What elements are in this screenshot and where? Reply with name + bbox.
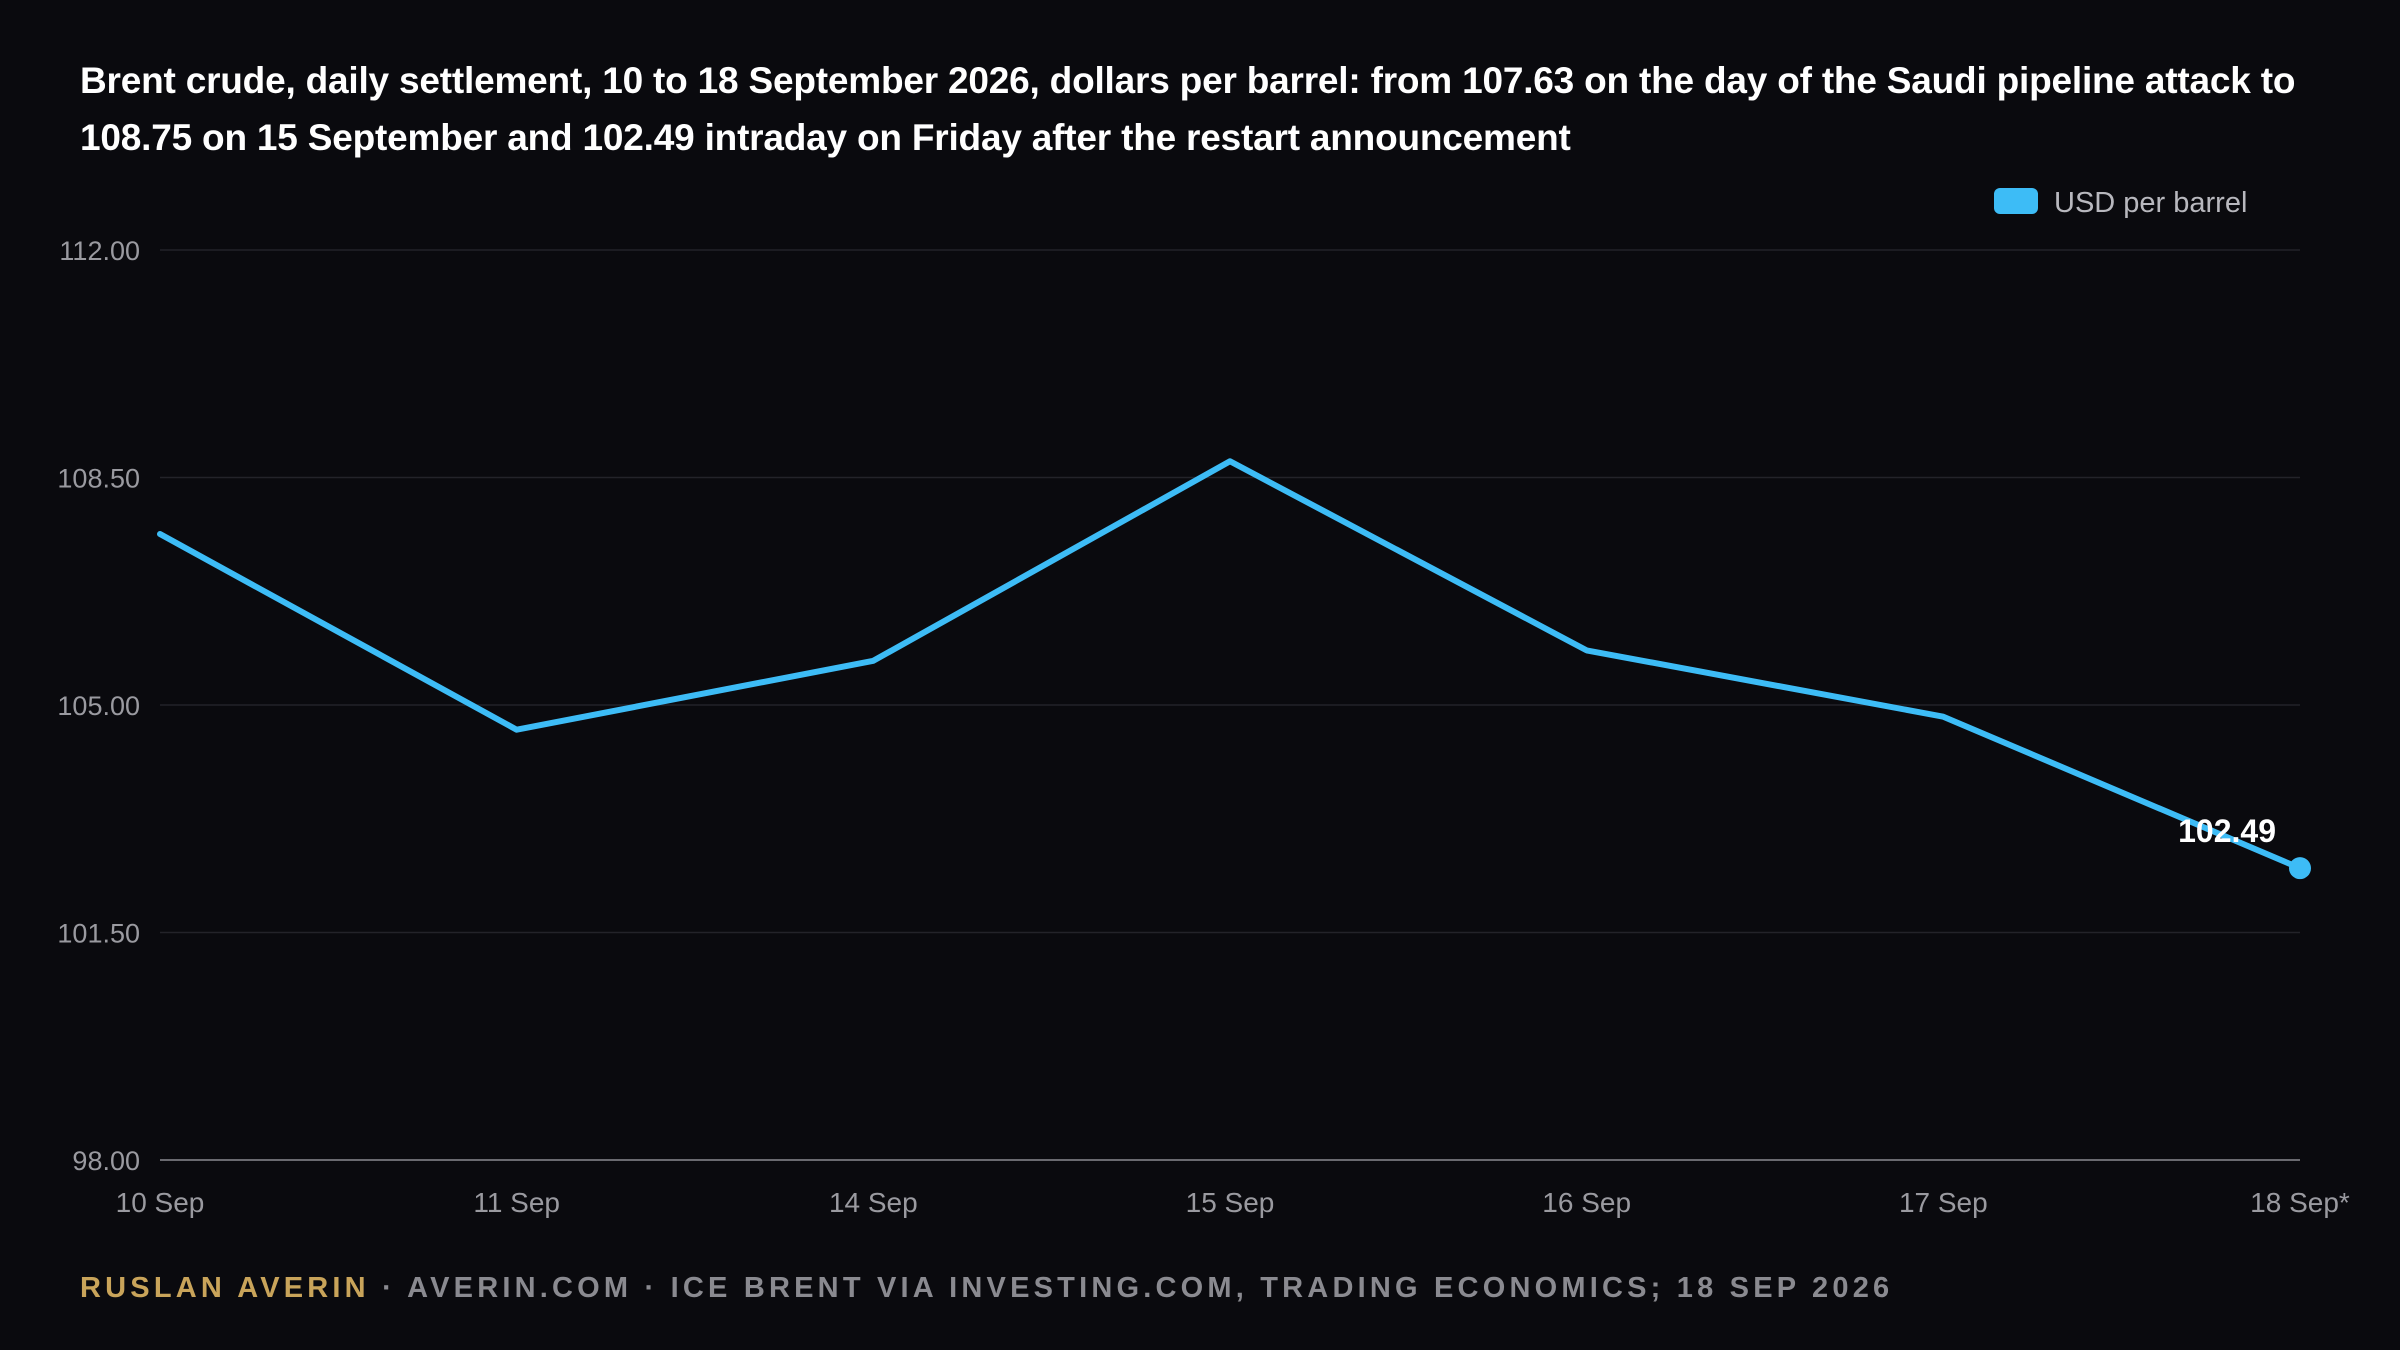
data-label-last-value: 102.49 (2178, 813, 2276, 849)
x-axis: 10 Sep 11 Sep 14 Sep 15 Sep 16 Sep 17 Sep 18 S… (116, 1187, 2350, 1218)
x-tick-label: 17 Sep (1899, 1187, 1988, 1218)
y-grid (160, 249, 2300, 1161)
legend-swatch (1994, 188, 2038, 214)
y-axis: 98.00 101.50 105.00 108.50 112.00 (57, 236, 140, 1176)
y-tick-label: 108.50 (57, 464, 140, 494)
legend: USD per barrel (1994, 187, 2247, 219)
series-layer: 102.49 (157, 458, 2311, 880)
x-tick-label: 11 Sep (473, 1187, 560, 1218)
footer-author: RUSLAN AVERIN (80, 1272, 370, 1304)
footer-credit: RUSLAN AVERIN · AVERIN.COM · ICE BRENT V… (80, 1272, 1893, 1305)
x-tick-label: 10 Sep (116, 1187, 205, 1218)
x-tick-label: 14 Sep (829, 1187, 918, 1218)
last-data-point (2289, 857, 2311, 880)
footer-source: ICE BRENT VIA INVESTING.COM, TRADING ECO… (670, 1272, 1894, 1304)
x-tick-label: 16 Sep (1542, 1187, 1631, 1218)
series-line-usd-per-barrel (157, 458, 2303, 872)
y-tick-label: 105.00 (57, 691, 140, 721)
x-tick-label: 18 Sep* (2250, 1187, 2350, 1218)
footer-site: AVERIN.COM (407, 1272, 633, 1304)
legend-label: USD per barrel (2054, 187, 2247, 219)
footer-separator: · (632, 1272, 671, 1304)
y-tick-label: 98.00 (72, 1146, 140, 1176)
y-tick-label: 112.00 (59, 236, 140, 266)
footer-separator: · (369, 1272, 408, 1304)
y-tick-label: 101.50 (57, 919, 140, 949)
chart-title: Brent crude, daily settlement, 10 to 18 … (80, 60, 2296, 158)
x-tick-label: 15 Sep (1186, 1187, 1275, 1218)
